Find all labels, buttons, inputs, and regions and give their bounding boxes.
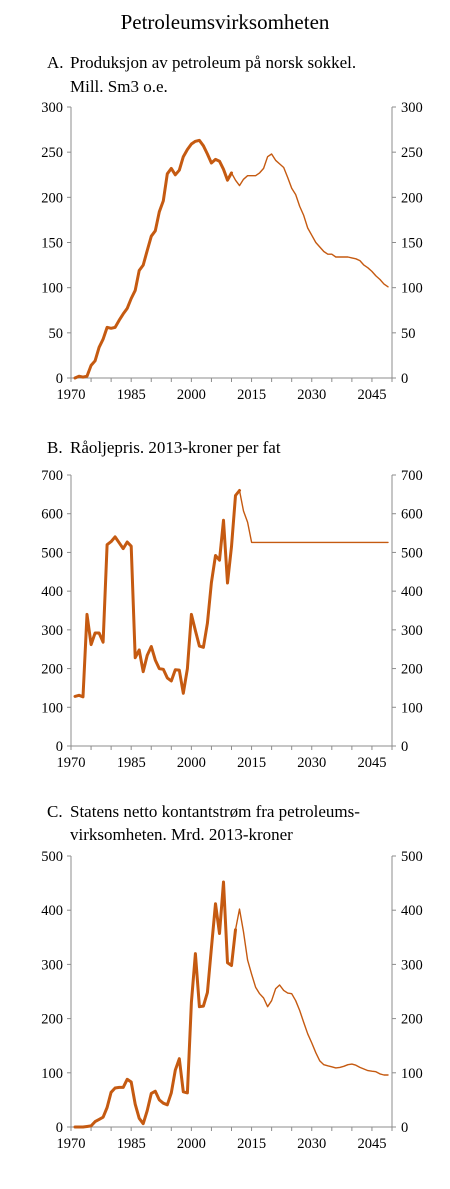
y-tick-label-right: 200: [401, 190, 423, 206]
y-tick-label-right: 200: [401, 662, 423, 678]
x-tick-label: 2000: [177, 1136, 206, 1152]
y-tick-label-right: 700: [401, 468, 423, 484]
y-tick-label-left: 400: [41, 903, 63, 919]
x-tick-label: 1985: [117, 755, 146, 771]
series-line-projection: [234, 908, 389, 1076]
x-tick-label: 1985: [117, 387, 146, 403]
y-tick-label-right: 600: [401, 507, 423, 523]
panel-b: B. Råoljepris. 2013-kroner per fat 0 0 100 10…: [41, 438, 423, 771]
x-tick-label: 2045: [357, 1136, 386, 1152]
x-tick-label: 2015: [237, 387, 266, 403]
panel-letter: B.: [47, 438, 63, 457]
y-tick-label-right: 150: [401, 236, 423, 252]
y-tick-label-left: 500: [41, 545, 63, 561]
series-line-historical: [73, 880, 237, 1129]
y-tick-label-left: 300: [41, 100, 63, 116]
panel-letter: A.: [47, 53, 64, 72]
y-tick-label-left: 200: [41, 662, 63, 678]
y-tick-label-left: 600: [41, 507, 63, 523]
y-tick-label-left: 0: [56, 371, 63, 387]
figure-title: Petroleumsvirksomheten: [121, 10, 330, 34]
x-tick-label: 1985: [117, 1136, 146, 1152]
y-tick-label-right: 100: [401, 1066, 423, 1082]
y-tick-label-right: 300: [401, 100, 423, 116]
x-tick-label: 1970: [57, 755, 86, 771]
x-tick-label: 2045: [357, 755, 386, 771]
x-tick-label: 2015: [237, 1136, 266, 1152]
y-tick-label-right: 0: [401, 739, 408, 755]
y-tick-label-right: 500: [401, 849, 423, 865]
y-tick-label-right: 50: [401, 326, 416, 342]
y-tick-label-left: 700: [41, 468, 63, 484]
panel-c: C. Statens netto kontantstrøm fra petrole…: [41, 802, 423, 1152]
x-tick-label: 2030: [297, 755, 326, 771]
y-tick-label-right: 300: [401, 957, 423, 973]
y-tick-label-left: 400: [41, 584, 63, 600]
y-tick-label-right: 400: [401, 584, 423, 600]
y-tick-label-left: 100: [41, 1066, 63, 1082]
x-tick-label: 1970: [57, 1136, 86, 1152]
y-tick-label-right: 100: [401, 281, 423, 297]
y-tick-label-right: 0: [401, 371, 408, 387]
x-tick-label: 2030: [297, 1136, 326, 1152]
panel-title-line: Statens netto kontantstrøm fra petroleum…: [70, 802, 360, 821]
y-tick-label-right: 400: [401, 903, 423, 919]
y-tick-label-left: 100: [41, 700, 63, 716]
y-tick-label-right: 500: [401, 545, 423, 561]
x-tick-label: 2015: [237, 755, 266, 771]
y-tick-label-left: 500: [41, 849, 63, 865]
x-tick-label: 1970: [57, 387, 86, 403]
y-tick-label-left: 0: [56, 1120, 63, 1136]
x-tick-label: 2045: [357, 387, 386, 403]
y-tick-label-left: 300: [41, 623, 63, 639]
y-tick-label-left: 200: [41, 1012, 63, 1028]
panel-title-line: Råoljepris. 2013-kroner per fat: [70, 438, 281, 457]
series-line-projection: [238, 489, 389, 544]
y-tick-label-left: 300: [41, 957, 63, 973]
panel-title-line: Produksjon av petroleum på norsk sokkel.: [70, 53, 356, 72]
x-tick-label: 2000: [177, 387, 206, 403]
panel-letter: C.: [47, 802, 63, 821]
y-tick-label-left: 0: [56, 739, 63, 755]
y-tick-label-left: 100: [41, 281, 63, 297]
y-tick-label-right: 0: [401, 1120, 408, 1136]
series-line-projection: [230, 153, 389, 288]
series-line-historical: [73, 138, 233, 380]
y-tick-label-left: 50: [49, 326, 64, 342]
series-line-historical: [73, 489, 241, 699]
y-tick-label-left: 200: [41, 190, 63, 206]
panel-a: A. Produksjon av petroleum på norsk sokke…: [41, 53, 423, 403]
y-tick-label-right: 300: [401, 623, 423, 639]
panel-title-line: Mill. Sm3 o.e.: [70, 77, 168, 96]
y-tick-label-right: 250: [401, 145, 423, 161]
x-tick-label: 2030: [297, 387, 326, 403]
y-tick-label-left: 150: [41, 236, 63, 252]
y-tick-label-left: 250: [41, 145, 63, 161]
x-tick-label: 2000: [177, 755, 206, 771]
y-tick-label-right: 200: [401, 1012, 423, 1028]
y-tick-label-right: 100: [401, 700, 423, 716]
panel-title-line: virksomheten. Mrd. 2013-kroner: [70, 825, 293, 844]
